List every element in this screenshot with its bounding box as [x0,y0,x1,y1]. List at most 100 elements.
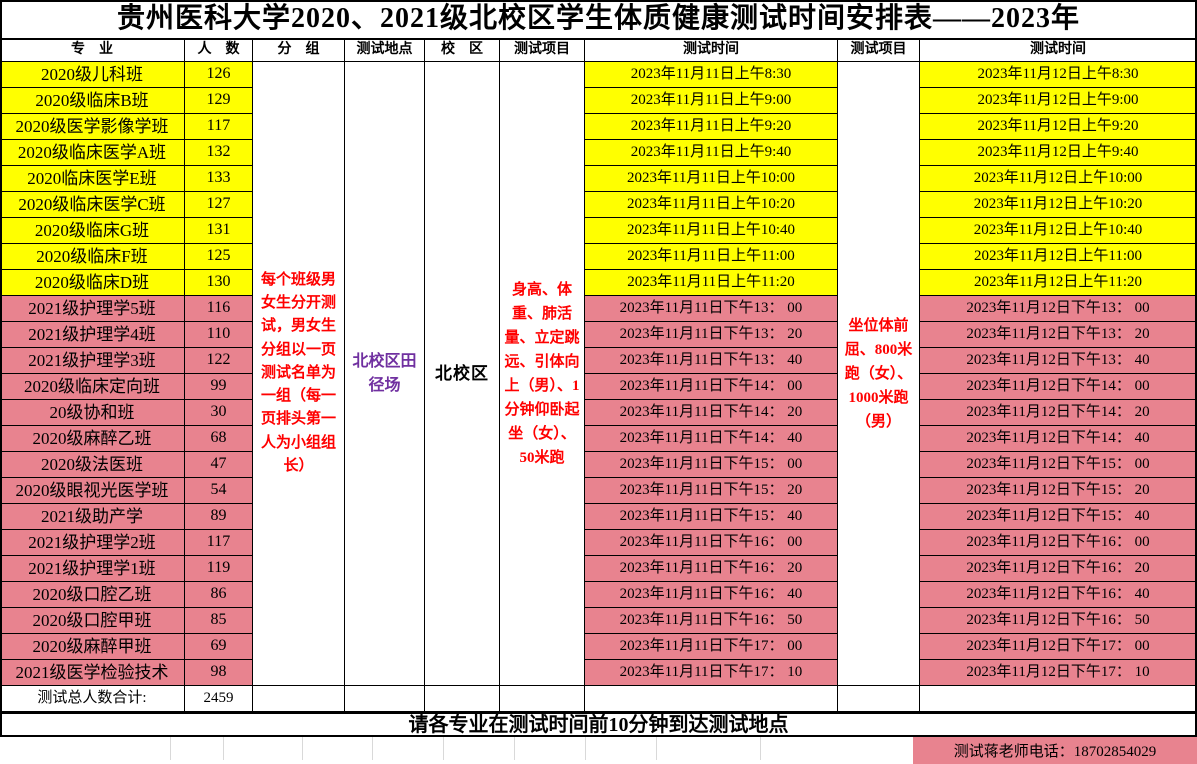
total-row-empty-cell [838,686,920,712]
total-row-empty-cell [500,686,585,712]
gridline [656,737,657,760]
test-time-2-cell: 2023年11月12日上午9:40 [920,140,1197,166]
test-time-2-cell: 2023年11月12日下午15： 20 [920,478,1197,504]
column-header-location: 测试地点 [345,40,425,62]
class-count-cell: 130 [185,270,253,296]
total-row-empty-cell [585,686,838,712]
test-time-2-cell: 2023年11月12日下午16： 00 [920,530,1197,556]
test-time-1-cell: 2023年11月11日上午9:20 [585,114,838,140]
class-count-cell: 125 [185,244,253,270]
teacher-contact-cell: 测试蒋老师电话：18702854029 [913,737,1197,764]
class-major-cell: 2020级医学影像学班 [0,114,185,140]
class-count-cell: 131 [185,218,253,244]
bottom-strip: 测试蒋老师电话：18702854029 [0,737,1197,764]
test-time-1-cell: 2023年11月11日上午10:00 [585,166,838,192]
class-count-cell: 89 [185,504,253,530]
gridline [514,737,515,760]
column-header-count: 人 数 [185,40,253,62]
column-header-major: 专 业 [0,40,185,62]
gridline [302,737,303,760]
class-major-cell: 2020级临床B班 [0,88,185,114]
class-major-cell: 2020级临床F班 [0,244,185,270]
class-count-cell: 122 [185,348,253,374]
class-count-cell: 116 [185,296,253,322]
total-row-empty-cell [253,686,345,712]
total-row-empty-cell [920,686,1197,712]
test-time-2-cell: 2023年11月12日下午14： 20 [920,400,1197,426]
test-time-2-cell: 2023年11月12日下午13： 20 [920,322,1197,348]
class-major-cell: 20级协和班 [0,400,185,426]
class-count-cell: 54 [185,478,253,504]
test-time-1-cell: 2023年11月11日上午9:40 [585,140,838,166]
test-time-1-cell: 2023年11月11日下午16： 40 [585,582,838,608]
class-major-cell: 2020临床医学E班 [0,166,185,192]
class-major-cell: 2021级护理学4班 [0,322,185,348]
gridline [372,737,373,760]
test-time-2-cell: 2023年11月12日下午14： 40 [920,426,1197,452]
class-major-cell: 2020级临床医学C班 [0,192,185,218]
gridline [585,737,586,760]
test-time-2-cell: 2023年11月12日下午16： 40 [920,582,1197,608]
class-major-cell: 2021级医学检验技术 [0,660,185,686]
test-time-2-cell: 2023年11月12日上午10:00 [920,166,1197,192]
class-count-cell: 119 [185,556,253,582]
class-count-cell: 127 [185,192,253,218]
test-time-1-cell: 2023年11月11日下午13： 40 [585,348,838,374]
test-time-1-cell: 2023年11月11日下午14： 00 [585,374,838,400]
teacher-contact-text: 测试蒋老师电话：18702854029 [953,744,1157,760]
column-header-group: 分 组 [253,40,345,62]
class-count-cell: 133 [185,166,253,192]
test-time-1-cell: 2023年11月11日上午9:00 [585,88,838,114]
test-time-2-cell: 2023年11月12日上午9:20 [920,114,1197,140]
grouping-note-cell: 每个班级男女生分开测试，男女生分组以一页测试名单为一组（每一页排头第一人为小组组… [253,62,345,686]
test-time-1-cell: 2023年11月11日上午10:40 [585,218,838,244]
gridline [443,737,444,760]
test-time-1-cell: 2023年11月11日下午17： 10 [585,660,838,686]
gridline [760,737,761,760]
class-major-cell: 2020级麻醉甲班 [0,634,185,660]
test-time-1-cell: 2023年11月11日下午16： 50 [585,608,838,634]
test-location-text: 北校区田径场 [352,352,417,394]
test-time-1-cell: 2023年11月11日下午14： 20 [585,400,838,426]
class-count-cell: 86 [185,582,253,608]
class-major-cell: 2021级护理学1班 [0,556,185,582]
class-major-cell: 2020级麻醉乙班 [0,426,185,452]
test-time-2-cell: 2023年11月12日下午15： 40 [920,504,1197,530]
test-time-1-cell: 2023年11月11日上午8:30 [585,62,838,88]
test-time-2-cell: 2023年11月12日下午13： 00 [920,296,1197,322]
arrival-notice: 请各专业在测试时间前10分钟到达测试地点 [0,712,1197,737]
gridline [223,737,224,760]
test-items-2-text: 坐位体前屈、800米跑（女）、1000米跑（男） [844,317,913,430]
test-time-1-cell: 2023年11月11日下午17： 00 [585,634,838,660]
test-time-1-cell: 2023年11月11日下午16： 00 [585,530,838,556]
class-count-cell: 117 [185,114,253,140]
test-time-2-cell: 2023年11月12日下午13： 40 [920,348,1197,374]
test-items-1-cell: 身高、体重、肺活量、立定跳远、引体向上（男）、1分钟仰卧起坐（女）、50米跑 [500,62,585,686]
column-header-items-2: 测试项目 [838,40,920,62]
class-major-cell: 2020级口腔甲班 [0,608,185,634]
test-time-2-cell: 2023年11月12日上午9:00 [920,88,1197,114]
test-time-2-cell: 2023年11月12日下午17： 10 [920,660,1197,686]
test-time-1-cell: 2023年11月11日上午11:00 [585,244,838,270]
total-count-value: 2459 [185,686,253,712]
test-time-2-cell: 2023年11月12日上午11:20 [920,270,1197,296]
class-major-cell: 2020级法医班 [0,452,185,478]
test-time-2-cell: 2023年11月12日上午10:20 [920,192,1197,218]
campus-text: 北校区 [435,363,489,383]
class-count-cell: 99 [185,374,253,400]
class-major-cell: 2020级临床定向班 [0,374,185,400]
test-time-1-cell: 2023年11月11日下午13： 00 [585,296,838,322]
class-major-cell: 2020级眼视光医学班 [0,478,185,504]
total-row-empty-cell [345,686,425,712]
class-count-cell: 110 [185,322,253,348]
test-time-2-cell: 2023年11月12日下午17： 00 [920,634,1197,660]
test-time-2-cell: 2023年11月12日下午16： 50 [920,608,1197,634]
class-count-cell: 117 [185,530,253,556]
grouping-note-text: 每个班级男女生分开测试，男女生分组以一页测试名单为一组（每一页排头第一人为小组组… [260,271,336,474]
column-header-items-1: 测试项目 [500,40,585,62]
total-count-label: 测试总人数合计: [0,686,185,712]
class-major-cell: 2020级临床G班 [0,218,185,244]
class-major-cell: 2021级护理学3班 [0,348,185,374]
class-count-cell: 30 [185,400,253,426]
